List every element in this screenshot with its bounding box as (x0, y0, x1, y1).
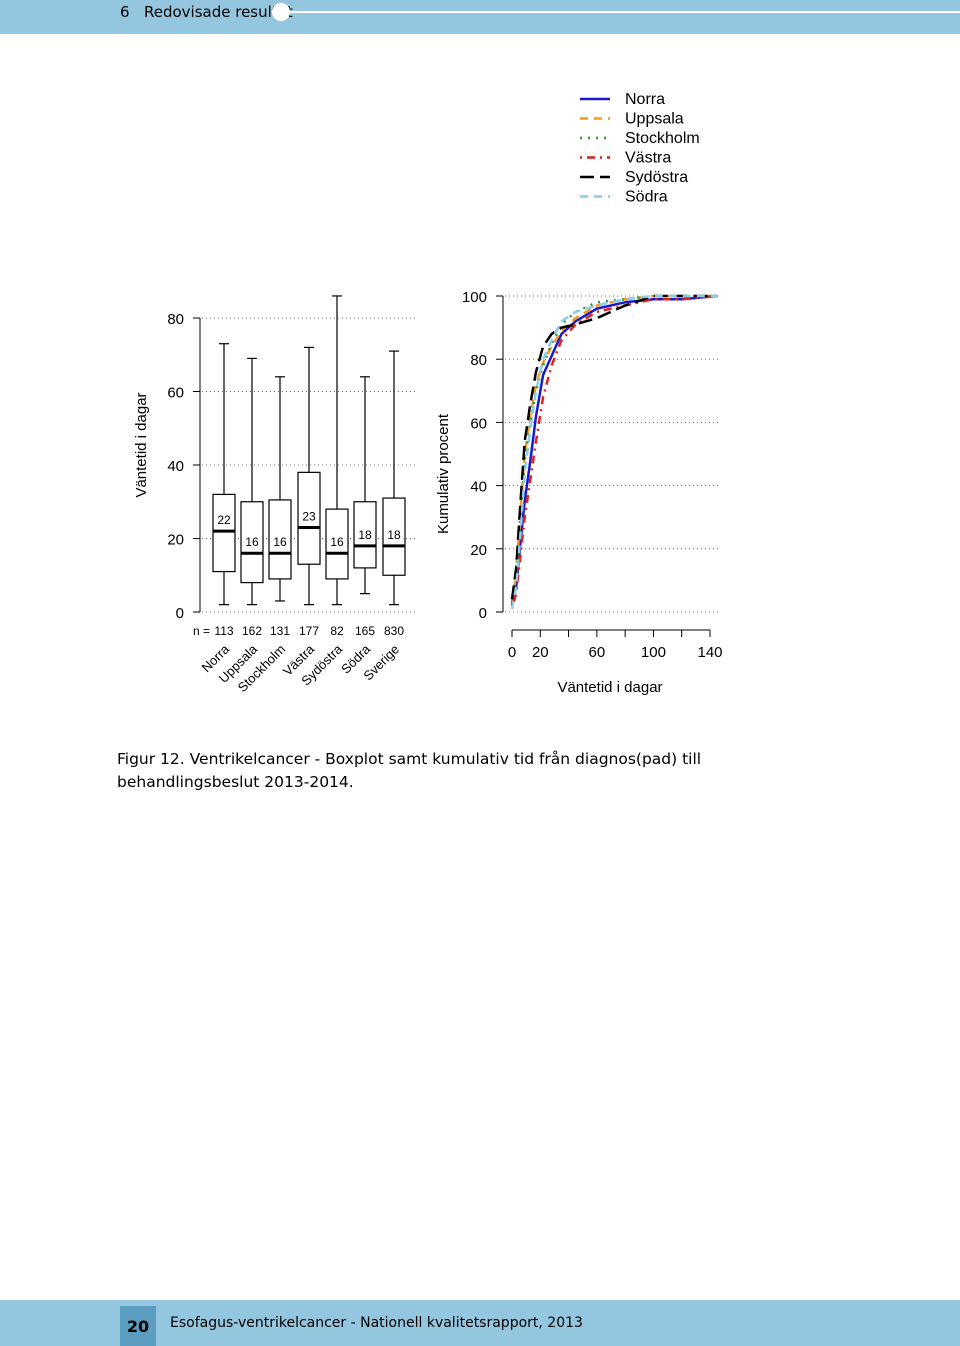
legend-label-1: Uppsala (625, 111, 684, 128)
box-n-label-4: 82 (330, 624, 344, 638)
figure-caption: Figur 12. Ventrikelcancer - Boxplot samt… (117, 748, 817, 794)
line-y-tick-label: 20 (470, 542, 487, 559)
box-n-label-1: 162 (242, 624, 262, 638)
line-y-tick-label: 40 (470, 479, 487, 496)
header-dot (272, 3, 290, 21)
header-band (0, 0, 960, 34)
box-1 (240, 501, 264, 584)
legend-label-0: Norra (625, 91, 665, 108)
chapter-title: Redovisade resultat (144, 3, 293, 21)
line-x-tick-label: 20 (532, 644, 549, 661)
line-y-tick-label: 80 (470, 352, 487, 369)
box-4 (325, 508, 349, 580)
line-y-tick-label: 100 (462, 289, 487, 306)
line-x-tick-label: 140 (697, 644, 722, 661)
boxplot-y-axis-label: Väntetid i dagar (133, 392, 150, 497)
box-n-label-6: 830 (384, 624, 404, 638)
line-x-tick-label: 100 (641, 644, 666, 661)
box-median-label-6: 18 (387, 528, 401, 542)
line-x-tick-label: 0 (508, 644, 516, 661)
box-6 (382, 497, 406, 576)
legend-label-4: Sydöstra (625, 169, 688, 186)
line-x-axis-label: Väntetid i dagar (557, 679, 662, 696)
series-line-västra (510, 294, 718, 610)
boxplot-y-tick-label: 20 (167, 532, 184, 549)
box-median-label-4: 16 (330, 535, 344, 549)
footer-report-title: Esofagus-ventrikelcancer - Nationell kva… (170, 1315, 583, 1331)
series-line-södra (510, 294, 718, 610)
boxplot-y-tick-label: 40 (167, 458, 184, 475)
box-5 (353, 501, 377, 569)
box-2 (268, 499, 292, 580)
box-median-label-5: 18 (358, 528, 372, 542)
box-0 (212, 493, 236, 573)
box-n-label-0: 113 (214, 624, 233, 638)
line-y-tick-label: 0 (479, 605, 487, 622)
boxplot-y-tick-label: 0 (176, 605, 184, 622)
box-n-label-3: 177 (299, 624, 319, 638)
box-median-label-1: 16 (245, 535, 259, 549)
series-line-sydöstra (510, 294, 718, 600)
line-y-axis-label: Kumulativ procent (435, 413, 452, 534)
line-x-tick-label: 60 (589, 644, 606, 661)
legend-label-5: Södra (625, 189, 668, 206)
box-median-label-3: 23 (302, 509, 316, 523)
figure-charts: Norra Uppsala Stockholm Västra Sydöstra Södra… (133, 91, 723, 696)
footer-band (0, 1300, 960, 1346)
box-n-prefix: n = (193, 624, 210, 638)
series-line-stockholm (510, 294, 718, 603)
box-median-label-2: 16 (273, 535, 287, 549)
caption-text: Ventrikelcancer - Boxplot samt kumulativ… (117, 750, 702, 791)
chapter-number: 6 (120, 3, 130, 21)
header-rule (290, 11, 960, 13)
page-number: 20 (120, 1306, 156, 1346)
series-line-uppsala (510, 294, 718, 603)
caption-label: Figur 12. (117, 750, 185, 768)
legend-label-3: Västra (625, 150, 671, 167)
boxplot-y-tick-label: 60 (167, 385, 184, 402)
series-line-norra (510, 294, 718, 606)
box-n-label-2: 131 (270, 624, 290, 638)
box-median-label-0: 22 (217, 513, 231, 527)
box-3 (297, 471, 321, 565)
line-y-tick-label: 60 (470, 415, 487, 432)
boxplot-y-tick-label: 80 (167, 311, 184, 328)
box-n-label-5: 165 (355, 624, 375, 638)
legend-label-2: Stockholm (625, 130, 700, 147)
